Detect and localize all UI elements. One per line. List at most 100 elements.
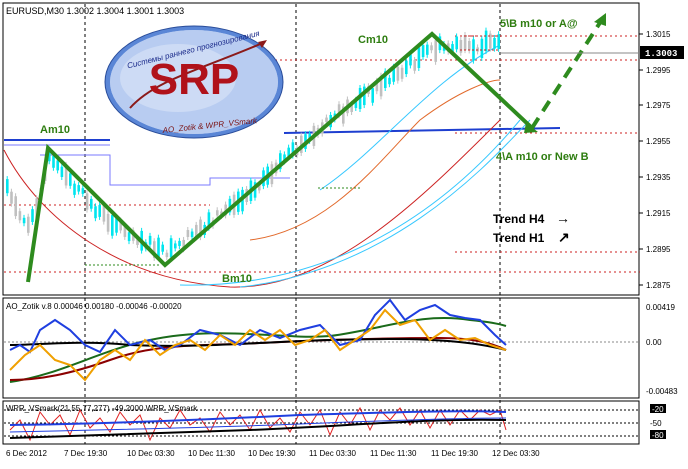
candle bbox=[64, 164, 68, 186]
wpr-axis: -20 -50 -80 bbox=[650, 404, 666, 440]
candle bbox=[413, 59, 416, 71]
arrow-up-right-icon: ↗ bbox=[558, 229, 570, 245]
ao-panel-frame[interactable] bbox=[2, 297, 640, 399]
candle bbox=[94, 206, 97, 219]
time-tick: 11 Dec 19:30 bbox=[431, 449, 479, 458]
candle bbox=[35, 198, 38, 220]
time-tick: 10 Dec 11:30 bbox=[188, 449, 236, 458]
candle bbox=[375, 80, 379, 92]
candle bbox=[77, 185, 80, 192]
candle bbox=[325, 117, 328, 123]
candle bbox=[489, 33, 492, 49]
ao-header: AO_Zotik v.8 0.00046 0.00180 -0.00046 -0… bbox=[6, 302, 182, 311]
forecast-dashed-line bbox=[530, 16, 605, 130]
ao-tick: -0.00483 bbox=[646, 387, 678, 396]
candle bbox=[186, 230, 190, 237]
candle bbox=[199, 219, 202, 238]
current-price-label: 1.3003 bbox=[645, 49, 677, 59]
candle bbox=[409, 54, 412, 66]
blue-levels bbox=[4, 127, 561, 141]
main-chart-frame[interactable] bbox=[2, 2, 640, 296]
candle bbox=[228, 198, 232, 213]
ao-lines bbox=[9, 298, 507, 383]
candle bbox=[52, 155, 55, 168]
candle bbox=[178, 240, 181, 247]
candle bbox=[258, 185, 261, 191]
logo-brand: SRP bbox=[149, 55, 239, 104]
candle bbox=[405, 60, 408, 75]
candle bbox=[459, 39, 463, 53]
price-tick: 1.2895 bbox=[646, 245, 671, 254]
time-tick: 7 Dec 19:30 bbox=[64, 449, 108, 458]
candle bbox=[127, 232, 131, 242]
chart-header: EURUSD,M30 1.3002 1.3004 1.3001 1.3003 bbox=[6, 6, 184, 16]
ao-tick: 0.00419 bbox=[646, 303, 675, 312]
candle bbox=[430, 45, 433, 51]
forecast-arrow-head bbox=[594, 13, 606, 26]
candle bbox=[136, 239, 139, 245]
candle bbox=[165, 252, 169, 258]
candle bbox=[463, 35, 467, 51]
candle bbox=[102, 204, 106, 222]
candle bbox=[350, 103, 353, 113]
candle bbox=[279, 153, 282, 170]
candle bbox=[195, 224, 198, 238]
candle bbox=[396, 66, 400, 81]
candle bbox=[283, 154, 286, 162]
candle bbox=[379, 75, 383, 97]
price-tick: 1.3015 bbox=[646, 30, 671, 39]
candle bbox=[354, 99, 358, 108]
candle bbox=[216, 210, 219, 216]
candle bbox=[371, 88, 374, 103]
candle bbox=[455, 36, 458, 50]
candle bbox=[484, 30, 488, 52]
label-trend-h4: Trend H4 bbox=[493, 212, 545, 226]
candle bbox=[421, 45, 425, 58]
time-tick: 6 Dec 2012 bbox=[6, 449, 47, 458]
wpr-tick: -50 bbox=[650, 419, 662, 428]
candle bbox=[417, 47, 421, 68]
label-cm10: Cm10 bbox=[358, 34, 388, 46]
candle bbox=[388, 77, 391, 85]
candle bbox=[14, 196, 17, 217]
price-tick: 1.2995 bbox=[646, 66, 671, 75]
price-axis: 1.3015 1.2995 1.2975 1.2955 1.2935 1.291… bbox=[639, 30, 671, 290]
candle bbox=[363, 86, 366, 106]
candle bbox=[56, 160, 59, 171]
candle bbox=[287, 147, 290, 158]
price-tick: 1.2915 bbox=[646, 209, 671, 218]
candle bbox=[157, 237, 160, 258]
candle bbox=[153, 241, 156, 258]
candle bbox=[27, 216, 30, 233]
price-tick: 1.2935 bbox=[646, 173, 671, 182]
candle bbox=[123, 225, 127, 237]
candle bbox=[207, 212, 211, 228]
envelope-curves bbox=[3, 44, 531, 288]
arrow-right-icon: → bbox=[556, 210, 570, 226]
candle bbox=[400, 67, 404, 79]
candle bbox=[497, 34, 500, 49]
label-trend-h1: Trend H1 bbox=[493, 231, 545, 245]
time-tick: 10 Dec 19:30 bbox=[248, 449, 296, 458]
candle bbox=[73, 183, 76, 195]
candle bbox=[169, 238, 173, 258]
candle bbox=[253, 182, 257, 198]
price-tick: 1.2875 bbox=[646, 281, 671, 290]
wave-lines bbox=[26, 31, 534, 283]
label-am10: Am10 bbox=[40, 124, 70, 136]
candle bbox=[31, 209, 34, 222]
candle bbox=[392, 66, 395, 82]
candle bbox=[60, 166, 64, 177]
wave-arrow-head bbox=[524, 123, 538, 133]
time-tick: 11 Dec 03:30 bbox=[309, 449, 357, 458]
candle bbox=[174, 243, 177, 249]
candle bbox=[98, 204, 101, 217]
candle bbox=[90, 198, 93, 209]
candle bbox=[111, 215, 114, 236]
wpr-lines bbox=[9, 406, 507, 442]
candle bbox=[480, 38, 484, 59]
time-tick: 12 Dec 03:30 bbox=[492, 449, 540, 458]
candle bbox=[106, 213, 110, 232]
day-separators bbox=[84, 4, 501, 444]
